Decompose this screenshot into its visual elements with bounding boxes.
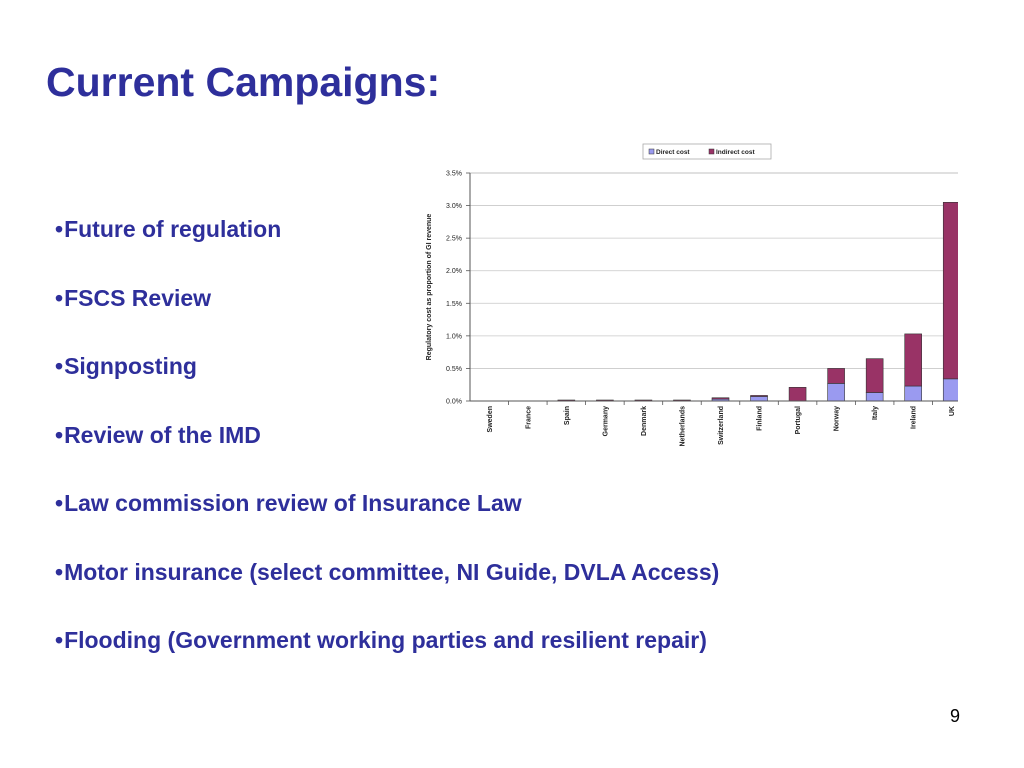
y-tick-label: 2.5% — [446, 236, 462, 243]
x-tick-label: Sweden — [487, 406, 494, 432]
bullet-item: •Law commission review of Insurance Law — [55, 488, 719, 557]
bullet-text: Motor insurance (select committee, NI Gu… — [64, 558, 720, 585]
legend-swatch-direct — [648, 148, 655, 155]
x-tick-label: Ireland — [911, 406, 918, 429]
bar-direct-cost — [904, 385, 922, 402]
bullet-text: Signposting — [64, 353, 197, 379]
bar-indirect-cost — [865, 358, 884, 393]
bullet-item: •Signposting — [55, 351, 719, 420]
bullet-marker: • — [55, 284, 64, 311]
bar-direct-cost — [827, 383, 845, 402]
bar-direct-cost — [942, 378, 958, 402]
x-tick-label: Germany — [602, 406, 609, 436]
bullet-item: •Future of regulation — [55, 214, 719, 283]
y-tick-label: 1.5% — [446, 301, 462, 308]
legend-swatch-indirect — [708, 148, 715, 155]
x-tick-label: Spain — [564, 406, 571, 425]
bullet-text: Law commission review of Insurance Law — [64, 490, 522, 516]
bar-indirect-cost — [942, 202, 958, 380]
legend-label: Indirect cost — [716, 149, 755, 156]
bullet-marker: • — [55, 216, 64, 242]
bars — [557, 202, 958, 402]
plot-area — [469, 172, 958, 402]
x-tick-label: UK — [949, 406, 956, 416]
bullet-item: •Flooding (Government working parties an… — [55, 625, 719, 694]
bullet-item: •Review of the IMD — [55, 420, 719, 489]
bullet-text: Review of the IMD — [64, 421, 261, 448]
bar-indirect-cost — [750, 395, 768, 397]
bullet-list: •Future of regulation •FSCS Review •Sign… — [55, 214, 719, 694]
stacked-bar-chart: 0.0% 0.5% 1.0% 1.5% 2.0% 2.5% 3.0% 3.5% Regulato… — [426, 143, 958, 447]
axes — [466, 172, 958, 405]
y-tick-label: 0.5% — [446, 366, 462, 373]
bar-indirect-cost — [711, 397, 730, 400]
y-tick-label: 3.5% — [446, 171, 462, 178]
y-tick-label: 3.0% — [446, 203, 462, 210]
bullet-text: FSCS Review — [64, 284, 212, 311]
x-tick-label: Portugal — [795, 406, 802, 434]
x-tick-label: France — [525, 406, 532, 429]
page-number: 9 — [950, 706, 961, 726]
bullet-item: •Motor insurance (select committee, NI G… — [55, 557, 719, 626]
x-tick-label: Switzerland — [718, 406, 725, 445]
grid-lines — [469, 172, 958, 402]
bullet-text: Future of regulation — [64, 216, 282, 242]
x-tick-label: Finland — [757, 406, 764, 431]
bullet-text: Flooding (Government working parties and… — [64, 627, 707, 653]
bullet-marker: • — [55, 558, 64, 585]
bullet-marker: • — [55, 421, 64, 448]
y-tick-label: 1.0% — [446, 333, 462, 340]
bar-direct-cost — [750, 396, 768, 402]
x-tick-label: Italy — [872, 406, 879, 420]
bullet-marker: • — [55, 353, 64, 379]
bar-direct-cost — [865, 392, 884, 402]
bar-indirect-cost — [827, 368, 845, 384]
y-axis-label: Regulatory cost as proportion of GI reve… — [426, 214, 433, 361]
bullet-marker: • — [55, 490, 64, 516]
bullet-marker: • — [55, 627, 64, 653]
legend: Direct cost Indirect cost — [642, 143, 772, 160]
tick-labels: 0.0% 0.5% 1.0% 1.5% 2.0% 2.5% 3.0% 3.5% Regulato… — [426, 171, 956, 447]
bullet-item: •FSCS Review — [55, 283, 719, 352]
x-tick-label: Netherlands — [679, 406, 686, 447]
x-tick-label: Norway — [834, 406, 841, 431]
bar-indirect-cost — [904, 333, 922, 387]
x-tick-label: Denmark — [641, 406, 648, 436]
y-tick-label: 0.0% — [446, 399, 462, 406]
bar-indirect-cost — [788, 387, 807, 402]
legend-label: Direct cost — [656, 149, 690, 156]
slide-title: Current Campaigns: — [46, 59, 441, 105]
legend-box — [642, 143, 772, 160]
y-tick-label: 2.0% — [446, 268, 462, 275]
